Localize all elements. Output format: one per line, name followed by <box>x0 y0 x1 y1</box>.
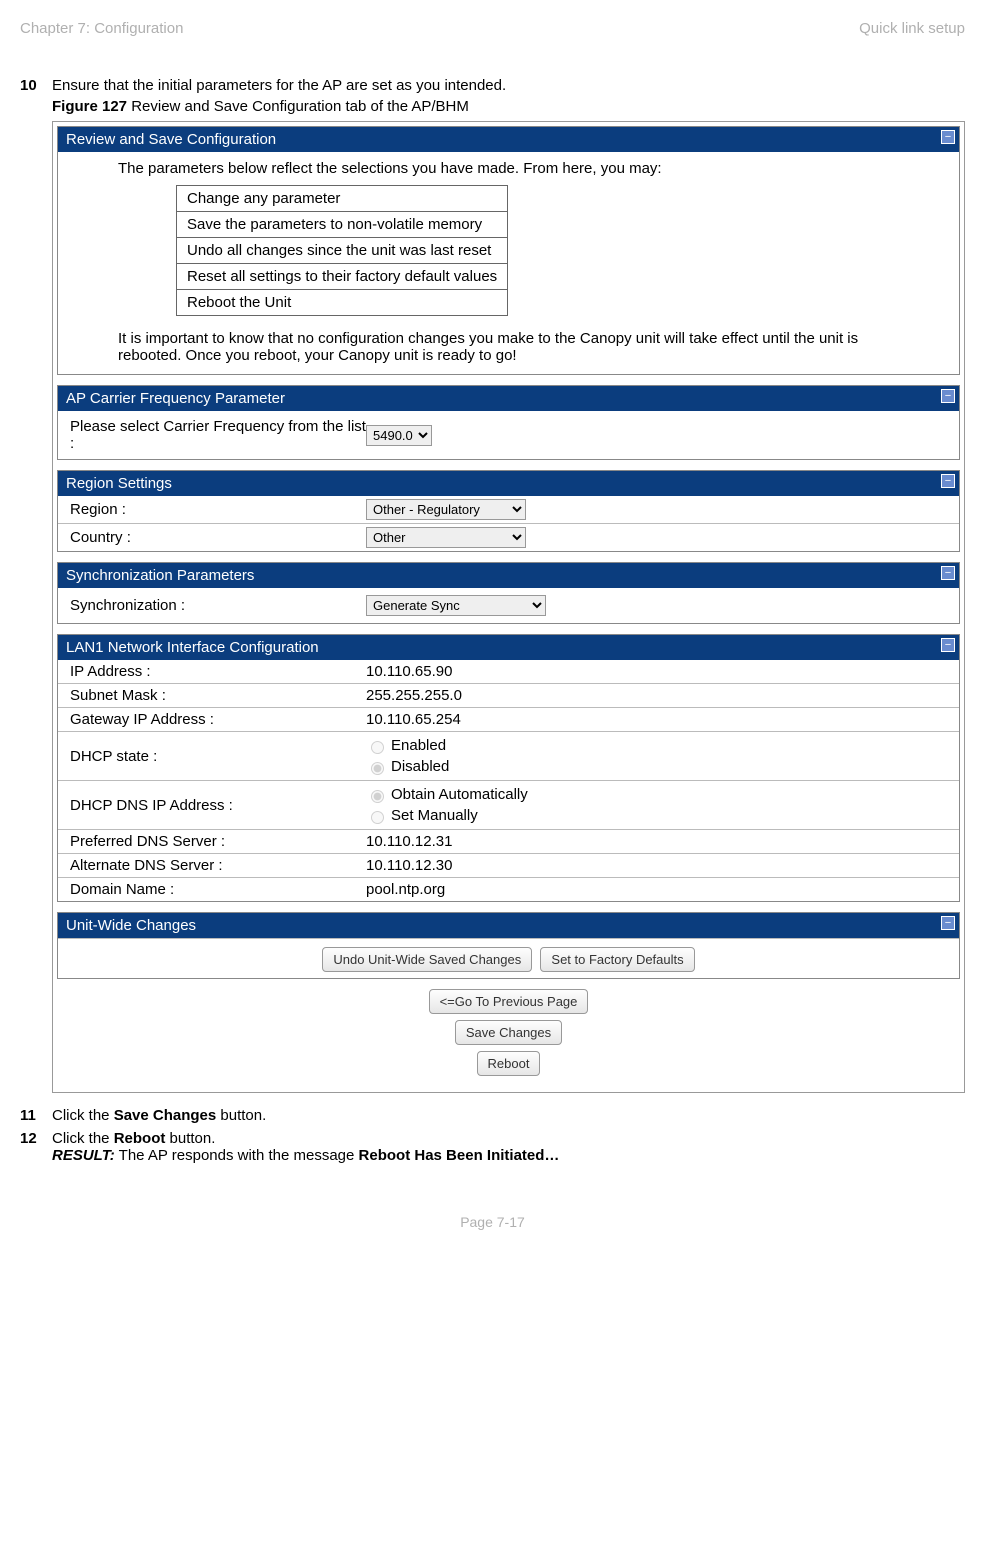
step-number-11: 11 <box>20 1107 52 1124</box>
ip-label: IP Address : <box>66 663 366 680</box>
region-panel: Region Settings − Region : Other - Regul… <box>57 470 960 552</box>
mask-label: Subnet Mask : <box>66 687 366 704</box>
carrier-panel-body: Please select Carrier Frequency from the… <box>58 411 959 459</box>
unitwide-panel-header: Unit-Wide Changes − <box>58 913 959 938</box>
screenshot: Review and Save Configuration − The para… <box>52 121 965 1093</box>
opt-row: Undo all changes since the unit was last… <box>177 238 508 264</box>
step-12-text: Click the Reboot button. RESULT: The AP … <box>52 1130 965 1164</box>
country-label: Country : <box>66 529 366 546</box>
sync-label: Synchronization : <box>66 597 366 614</box>
prev-page-button[interactable]: <=Go To Previous Page <box>429 989 589 1014</box>
unitwide-panel-title: Unit-Wide Changes <box>66 917 196 934</box>
opt-row: Change any parameter <box>177 186 508 212</box>
lan-panel-body: IP Address : 10.110.65.90 Subnet Mask : … <box>58 660 959 901</box>
figure-caption-text: Review and Save Configuration tab of the… <box>127 98 469 115</box>
dhcp-label: DHCP state : <box>66 748 366 765</box>
review-panel: Review and Save Configuration − The para… <box>57 126 960 375</box>
region-label: Region : <box>66 501 366 518</box>
chapter-label: Chapter 7: Configuration <box>20 20 183 37</box>
sync-panel-body: Synchronization : Generate Sync <box>58 588 959 623</box>
region-select[interactable]: Other - Regulatory <box>366 499 526 520</box>
page-footer: Page 7-17 <box>20 1214 965 1230</box>
sync-panel-title: Synchronization Parameters <box>66 567 254 584</box>
sync-panel-header: Synchronization Parameters − <box>58 563 959 588</box>
collapse-icon[interactable]: − <box>941 389 955 403</box>
carrier-select[interactable]: 5490.0 <box>366 425 432 446</box>
opt-row: Reboot the Unit <box>177 290 508 316</box>
step-10-text: Ensure that the initial parameters for t… <box>52 77 965 94</box>
country-select[interactable]: Other <box>366 527 526 548</box>
step-11-text: Click the Save Changes button. <box>52 1107 965 1124</box>
dhcp-disabled[interactable]: Disabled <box>366 756 951 777</box>
adns-value: 10.110.12.30 <box>366 857 951 874</box>
gw-value: 10.110.65.254 <box>366 711 951 728</box>
review-note: It is important to know that no configur… <box>118 330 899 364</box>
lan-panel: LAN1 Network Interface Configuration − I… <box>57 634 960 902</box>
dns-label: DHCP DNS IP Address : <box>66 797 366 814</box>
dhcp-enabled[interactable]: Enabled <box>366 735 951 756</box>
step-number-10: 10 <box>20 77 52 1093</box>
ip-value: 10.110.65.90 <box>366 663 951 680</box>
collapse-icon[interactable]: − <box>941 916 955 930</box>
adns-label: Alternate DNS Server : <box>66 857 366 874</box>
save-changes-button[interactable]: Save Changes <box>455 1020 562 1045</box>
review-intro: The parameters below reflect the selecti… <box>118 160 899 177</box>
factory-button[interactable]: Set to Factory Defaults <box>540 947 694 972</box>
dns-auto[interactable]: Obtain Automatically <box>366 784 951 805</box>
region-panel-body: Region : Other - Regulatory Country : <box>58 496 959 551</box>
review-panel-header: Review and Save Configuration − <box>58 127 959 152</box>
carrier-panel-header: AP Carrier Frequency Parameter − <box>58 386 959 411</box>
step-number-12: 12 <box>20 1130 52 1164</box>
figure-caption: Figure 127 Review and Save Configuration… <box>52 98 965 115</box>
carrier-panel: AP Carrier Frequency Parameter − Please … <box>57 385 960 460</box>
page-header: Chapter 7: Configuration Quick link setu… <box>20 20 965 37</box>
dns-manual[interactable]: Set Manually <box>366 805 951 826</box>
nav-buttons: <=Go To Previous Page Save Changes Reboo… <box>57 989 960 1076</box>
section-label: Quick link setup <box>859 20 965 37</box>
region-panel-title: Region Settings <box>66 475 172 492</box>
domain-value: pool.ntp.org <box>366 881 951 898</box>
sync-select[interactable]: Generate Sync <box>366 595 546 616</box>
review-panel-body: The parameters below reflect the selecti… <box>58 152 959 374</box>
result-label: RESULT: <box>52 1147 115 1164</box>
carrier-panel-title: AP Carrier Frequency Parameter <box>66 390 285 407</box>
reboot-button[interactable]: Reboot <box>477 1051 541 1076</box>
options-table: Change any parameter Save the parameters… <box>176 185 508 316</box>
mask-value: 255.255.255.0 <box>366 687 951 704</box>
figure-label: Figure 127 <box>52 98 127 115</box>
carrier-label: Please select Carrier Frequency from the… <box>66 418 366 452</box>
collapse-icon[interactable]: − <box>941 474 955 488</box>
review-panel-title: Review and Save Configuration <box>66 131 276 148</box>
unitwide-panel: Unit-Wide Changes − Undo Unit-Wide Saved… <box>57 912 960 979</box>
sync-panel: Synchronization Parameters − Synchroniza… <box>57 562 960 624</box>
gw-label: Gateway IP Address : <box>66 711 366 728</box>
domain-label: Domain Name : <box>66 881 366 898</box>
collapse-icon[interactable]: − <box>941 638 955 652</box>
lan-panel-title: LAN1 Network Interface Configuration <box>66 639 319 656</box>
unitwide-buttons: Undo Unit-Wide Saved Changes Set to Fact… <box>58 938 959 978</box>
collapse-icon[interactable]: − <box>941 130 955 144</box>
opt-row: Reset all settings to their factory defa… <box>177 264 508 290</box>
collapse-icon[interactable]: − <box>941 566 955 580</box>
opt-row: Save the parameters to non-volatile memo… <box>177 212 508 238</box>
pdns-value: 10.110.12.31 <box>366 833 951 850</box>
undo-button[interactable]: Undo Unit-Wide Saved Changes <box>322 947 532 972</box>
lan-panel-header: LAN1 Network Interface Configuration − <box>58 635 959 660</box>
region-panel-header: Region Settings − <box>58 471 959 496</box>
pdns-label: Preferred DNS Server : <box>66 833 366 850</box>
